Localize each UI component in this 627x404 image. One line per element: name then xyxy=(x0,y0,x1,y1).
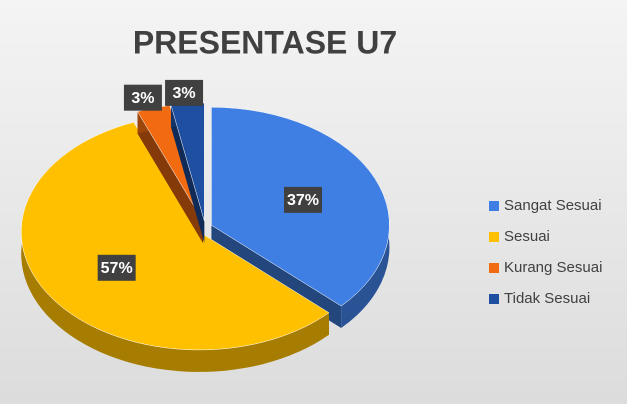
data-label-box xyxy=(97,254,136,281)
data-label-text: 37% xyxy=(287,192,319,209)
data-label-box xyxy=(165,79,204,106)
slice xyxy=(20,121,330,372)
data-label: 3% xyxy=(123,84,162,111)
data-label-text: 3% xyxy=(172,85,195,102)
data-label-box xyxy=(123,84,162,111)
legend-swatch xyxy=(489,232,499,242)
slice-side xyxy=(21,122,329,372)
legend-label: Sesuai xyxy=(504,228,550,245)
slice-wall xyxy=(170,103,205,244)
data-label-text: 57% xyxy=(101,260,133,277)
legend-swatch xyxy=(489,201,499,211)
data-label-box xyxy=(284,186,323,213)
slice-wall xyxy=(137,105,204,244)
data-label: 57% xyxy=(97,254,136,281)
legend-swatch xyxy=(489,263,499,273)
data-label-text: 3% xyxy=(131,90,154,107)
legend-label: Sangat Sesuai xyxy=(504,197,602,214)
legend-swatch xyxy=(489,294,499,304)
chart-title: PRESENTASE U7 xyxy=(133,24,397,60)
data-label: 37% xyxy=(284,186,323,213)
slice xyxy=(170,102,205,244)
legend-label: Tidak Sesuai xyxy=(504,290,590,307)
data-label: 3% xyxy=(165,79,204,106)
slice-top xyxy=(20,121,330,351)
legend-label: Kurang Sesuai xyxy=(504,259,602,276)
